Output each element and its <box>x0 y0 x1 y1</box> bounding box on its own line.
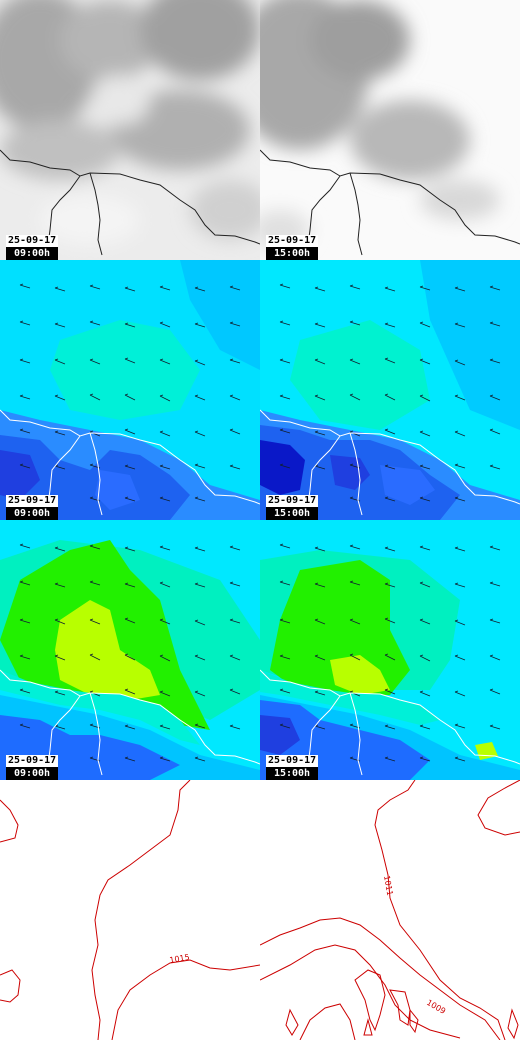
date-label: 25-09-17 <box>6 235 58 247</box>
time-label: 15:00h <box>266 767 318 780</box>
isobar-layer: 1011 1009 <box>260 780 520 1040</box>
time-label: 09:00h <box>6 507 58 520</box>
date-label: 25-09-17 <box>6 495 58 507</box>
isobar-label: 1015 <box>169 953 191 965</box>
date-label: 25-09-17 <box>266 755 318 767</box>
humidity-layer <box>260 260 520 520</box>
cloud-map-09h: 25-09-17 09:00h <box>0 0 260 260</box>
time-label: 09:00h <box>6 767 58 780</box>
temperature-layer <box>260 520 520 780</box>
timestamp-label: 25-09-17 09:00h <box>6 495 58 520</box>
humidity-map-09h: 25-09-17 09:00h <box>0 260 260 520</box>
isobar-layer: 1015 <box>0 780 260 1040</box>
humidity-layer <box>0 260 260 520</box>
date-label: 25-09-17 <box>266 235 318 247</box>
wind-arrow-icon <box>279 283 501 502</box>
time-label: 15:00h <box>266 507 318 520</box>
time-label: 09:00h <box>6 247 58 260</box>
cloud-cover-layer <box>0 0 260 260</box>
timestamp-label: 25-09-17 15:00h <box>266 235 318 260</box>
humidity-map-15h: 25-09-17 15:00h <box>260 260 520 520</box>
timestamp-label: 25-09-17 09:00h <box>6 235 58 260</box>
timestamp-label: 25-09-17 15:00h <box>266 755 318 780</box>
cloud-map-15h: 25-09-17 15:00h <box>260 0 520 260</box>
wind-arrow-icon <box>279 543 501 762</box>
time-label: 15:00h <box>266 247 318 260</box>
isobar-label: 1011 <box>382 875 394 897</box>
timestamp-label: 25-09-17 09:00h <box>6 755 58 780</box>
date-label: 25-09-17 <box>266 495 318 507</box>
temperature-layer <box>0 520 260 780</box>
timestamp-label: 25-09-17 15:00h <box>266 495 318 520</box>
temperature-map-09h: 25-09-17 09:00h <box>0 520 260 780</box>
pressure-map-09h: 1015 <box>0 780 260 1040</box>
date-label: 25-09-17 <box>6 755 58 767</box>
pressure-map-15h: 1011 1009 <box>260 780 520 1040</box>
temperature-map-15h: 25-09-17 15:00h <box>260 520 520 780</box>
wind-arrow-icon <box>19 543 241 762</box>
cloud-cover-layer <box>260 0 520 260</box>
